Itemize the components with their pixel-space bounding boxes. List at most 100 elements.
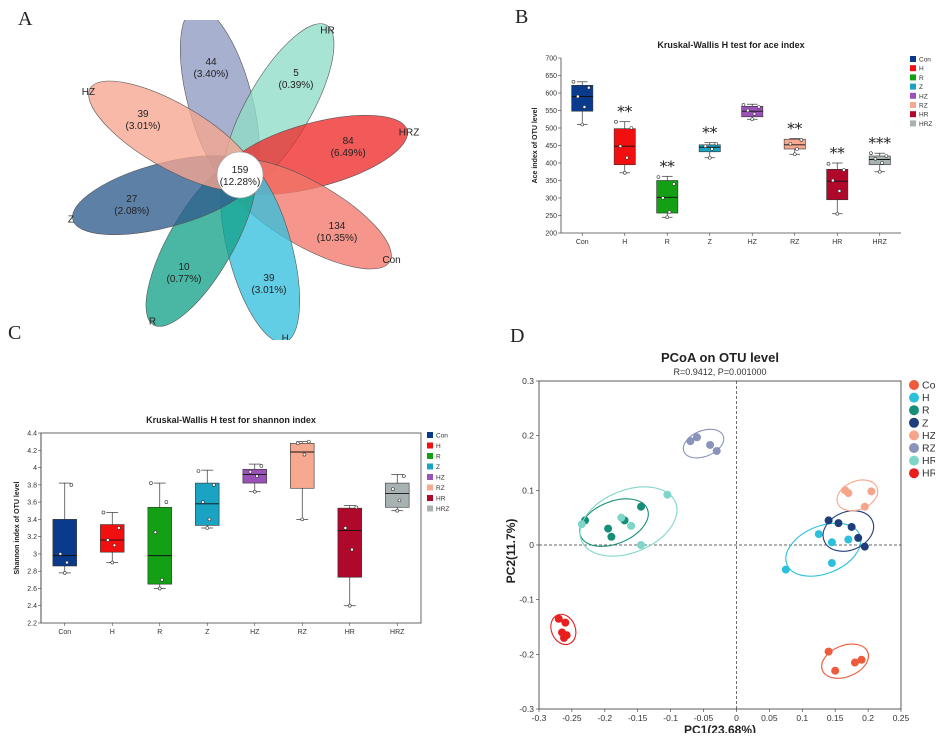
boxB-point bbox=[884, 154, 889, 158]
venn-pct-hr: (0.39%) bbox=[278, 80, 313, 91]
boxC-ytick-label: 4.4 bbox=[27, 431, 37, 438]
boxB-point bbox=[622, 171, 627, 175]
venn-pct-r: (0.77%) bbox=[166, 274, 201, 285]
pcoa-point-h bbox=[781, 565, 790, 574]
boxC-ytick-label: 4.2 bbox=[27, 448, 37, 455]
boxB-point bbox=[752, 112, 757, 116]
boxB-point bbox=[665, 215, 670, 220]
pcoa-point-z bbox=[824, 516, 833, 525]
pcoa-ylabel: PC2(11.7%) bbox=[505, 519, 518, 584]
pcoa-ytick-label: 0 bbox=[529, 540, 534, 550]
pcoa-point-rz bbox=[686, 437, 695, 446]
pcoa-legend-label-hr: HR bbox=[922, 455, 935, 467]
boxB-xtick-r: R bbox=[665, 239, 670, 246]
venn-count-z: 27 bbox=[126, 194, 138, 205]
boxB-point bbox=[672, 182, 676, 186]
boxB-box-r bbox=[656, 180, 679, 214]
boxC-xtick-rz: RZ bbox=[298, 629, 308, 636]
pcoa-xtick-label: 0 bbox=[734, 713, 739, 723]
boxC-legend-label-hrz: HRZ bbox=[436, 506, 449, 513]
boxB-ytick-label: 700 bbox=[545, 56, 557, 63]
pcoa-xtick-label: -0.15 bbox=[628, 713, 648, 723]
boxB-sig-rz: ** bbox=[787, 120, 803, 138]
venn-count-h: 39 bbox=[263, 273, 275, 284]
boxB-point bbox=[614, 119, 618, 124]
pcoa-legend-dot-hz bbox=[909, 430, 919, 441]
pcoa-point-rz bbox=[712, 446, 721, 455]
pcoa-point-z bbox=[854, 533, 863, 542]
boxC-box-hrz bbox=[385, 482, 410, 508]
boxB-sig-z: ** bbox=[702, 124, 718, 142]
pcoa-ytick-label: -0.2 bbox=[519, 649, 534, 659]
pcoa-legend-label-h: H bbox=[922, 392, 930, 404]
boxB-ytick-label: 400 bbox=[545, 161, 557, 168]
pcoa-point-hz bbox=[844, 489, 853, 498]
boxB-legend-label-z: Z bbox=[919, 84, 923, 91]
venn-count-rz: 44 bbox=[205, 57, 217, 68]
boxB-box-h bbox=[613, 128, 636, 166]
boxB-point bbox=[799, 138, 804, 142]
venn-center-pct: (12.28%) bbox=[220, 177, 261, 188]
pcoa-point-z bbox=[847, 522, 856, 531]
venn-name-z: Z bbox=[68, 214, 74, 225]
pcoa-point-hrz bbox=[562, 631, 571, 640]
boxC-ytick-label: 2.8 bbox=[27, 569, 37, 576]
boxC-point bbox=[307, 439, 311, 444]
boxB-point bbox=[625, 155, 629, 160]
pcoa-point-z bbox=[860, 542, 869, 551]
venn-count-hr: 5 bbox=[293, 68, 299, 79]
boxC-xtick-h: H bbox=[110, 629, 115, 636]
boxC-legend-label-z: Z bbox=[436, 464, 440, 471]
boxC-ytick-label: 3.4 bbox=[27, 517, 37, 524]
pcoa-ellipse-z bbox=[822, 510, 875, 552]
boxC-ytick-label: 3.8 bbox=[27, 482, 37, 489]
boxC-ytick-label: 2.2 bbox=[27, 621, 37, 628]
venn-count-r: 10 bbox=[178, 262, 190, 273]
pcoa-point-hz bbox=[867, 487, 876, 496]
venn-pct-hz: (3.01%) bbox=[125, 121, 160, 132]
boxB-point bbox=[835, 211, 840, 216]
boxC-point bbox=[212, 483, 216, 487]
shannon-boxplot: Kruskal-Wallis H test for shannon index 2… bbox=[14, 415, 449, 636]
pcoa-legend-dot-h bbox=[909, 392, 919, 403]
boxC-point bbox=[196, 469, 201, 473]
boxC-point bbox=[207, 517, 212, 522]
boxC-legend-swatch-hz bbox=[427, 474, 433, 480]
boxB-point bbox=[826, 161, 831, 166]
boxB-point bbox=[746, 108, 750, 113]
boxC-box-h bbox=[100, 524, 125, 553]
venn-name-h: H bbox=[282, 333, 289, 340]
boxC-box-hz bbox=[242, 468, 267, 484]
boxC-point bbox=[149, 481, 153, 485]
boxB-xtick-hr: HR bbox=[832, 239, 842, 246]
boxB-point bbox=[741, 103, 746, 107]
pcoa-point-hr bbox=[577, 520, 586, 529]
pcoa-point-hz bbox=[860, 502, 869, 511]
pcoa-scatter: PCoA on OTU level R=0.9412, P=0.001000 -0.… bbox=[505, 350, 935, 733]
boxB-xtick-hrz: HRZ bbox=[873, 239, 888, 246]
boxC-point bbox=[343, 526, 348, 530]
pcoa-point-con bbox=[857, 655, 866, 664]
pcoa-xtick-label: 0.2 bbox=[862, 713, 874, 723]
boxC-point bbox=[101, 510, 106, 515]
boxC-point bbox=[252, 489, 257, 494]
boxB-sig-h: ** bbox=[617, 103, 633, 121]
pcoa-legend-label-hrz: HRZ bbox=[922, 468, 935, 480]
venn-count-hz: 39 bbox=[137, 109, 149, 120]
boxC-xtick-r: R bbox=[157, 629, 162, 636]
boxB-point bbox=[837, 189, 842, 193]
pcoa-xtick-label: -0.2 bbox=[597, 713, 612, 723]
boxB-legend-label-hrz: HRZ bbox=[919, 121, 932, 128]
venn-diagram: 44(3.40%) R Z 5(0.39%) HR 84(6.49%) HRZ 134(10.… bbox=[68, 20, 419, 340]
boxB-point bbox=[795, 147, 799, 151]
boxC-legend-swatch-con bbox=[427, 432, 433, 438]
boxB-point bbox=[750, 117, 755, 122]
boxB-sig-hr: ** bbox=[830, 144, 846, 162]
boxB-legend-swatch-con bbox=[910, 56, 916, 62]
boxC-point bbox=[201, 500, 205, 504]
boxB-legend-label-hr: HR bbox=[919, 112, 929, 119]
pcoa-legend-label-con: Con bbox=[922, 380, 935, 392]
boxC-ytick-label: 4 bbox=[33, 465, 37, 472]
boxB-point bbox=[757, 105, 761, 109]
boxB-point bbox=[707, 155, 712, 160]
